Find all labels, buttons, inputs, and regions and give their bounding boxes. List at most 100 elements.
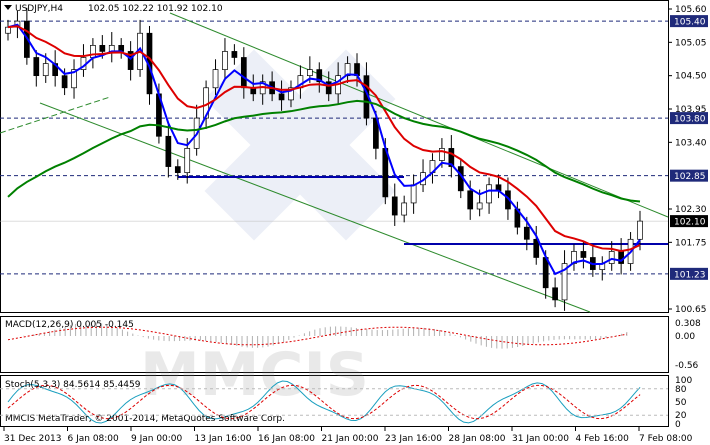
level-tag: 102.10 xyxy=(670,215,708,228)
stochastic-lines xyxy=(7,380,641,424)
stoch-tick-label: 0 xyxy=(675,420,681,430)
candle-body xyxy=(307,69,313,77)
price-tick-label: 103.40 xyxy=(675,138,707,148)
candle-body xyxy=(391,196,398,216)
level-tag-bg xyxy=(670,169,708,182)
candle-body xyxy=(288,87,294,101)
macd-histogram xyxy=(7,322,628,349)
time-tick-label: 6 Jan 08:00 xyxy=(68,434,120,444)
time-tick-label: 16 Jan 08:00 xyxy=(258,434,315,444)
candle-body xyxy=(486,184,492,204)
level-tag-bg xyxy=(670,112,708,125)
candle-body xyxy=(410,184,417,204)
symbol-header: USDJPY,H4 102.05 102.22 101.92 102.10 xyxy=(4,4,223,14)
price-tick-label: 104.50 xyxy=(675,72,707,82)
candle-body xyxy=(580,251,587,258)
time-tick-label: 28 Jan 08:00 xyxy=(449,434,506,444)
price-tick-label: 101.75 xyxy=(675,238,707,248)
macd-tick-label: 0.00 xyxy=(675,332,695,342)
time-tick-label: 4 Feb 16:00 xyxy=(576,434,630,444)
candle-body xyxy=(533,238,540,258)
time-tick-label: 13 Jan 16:00 xyxy=(195,434,252,444)
stoch-tick-label: 100 xyxy=(675,376,692,386)
candle-body xyxy=(382,148,389,198)
candle-body xyxy=(165,135,172,167)
stoch-tick-label: 20 xyxy=(675,411,687,421)
candle-body xyxy=(61,75,68,89)
candle-body xyxy=(231,51,238,58)
candle-body xyxy=(42,63,49,77)
stoch-tick-label: 80 xyxy=(675,385,687,395)
macd-signal-line xyxy=(7,326,627,346)
watermark-text: MMCIS xyxy=(140,340,369,410)
stoch-d-line xyxy=(7,384,641,420)
candle-body xyxy=(212,69,219,89)
price-tick-label: 103.95 xyxy=(675,105,707,115)
candle-body xyxy=(637,220,643,240)
channel-lower-line[interactable] xyxy=(39,102,591,313)
candle-body xyxy=(99,45,106,52)
macd-label: MACD(12,26,9) 0.005 -0.145 xyxy=(5,320,134,330)
level-tag-bg xyxy=(670,215,708,228)
symbol-label: USDJPY,H4 xyxy=(15,4,63,14)
ohlc-values: 102.05 102.22 101.92 102.10 xyxy=(88,4,223,14)
candle-body xyxy=(316,69,323,83)
candle-body xyxy=(401,202,408,216)
level-tag: 101.23 xyxy=(670,267,708,280)
time-tick-label: 23 Jan 16:00 xyxy=(385,434,442,444)
channel-upper-line[interactable] xyxy=(169,12,669,218)
time-tick-label: 7 Feb 08:00 xyxy=(639,434,693,444)
level-tag: 102.85 xyxy=(670,169,708,182)
dropdown-triangle-icon[interactable] xyxy=(4,5,12,10)
macd-tick-label: -0.56 xyxy=(675,361,699,371)
macd-tick-label: 0.308 xyxy=(675,319,701,329)
stoch-label: Stoch(5,3,3) 84.5614 85.4459 xyxy=(5,380,141,390)
level-tag: 105.40 xyxy=(670,15,708,28)
candle-body xyxy=(448,148,455,167)
candle-body xyxy=(542,257,549,289)
price-axis: 105.60 105.05 104.50 103.95 103.40 102.30 101.… xyxy=(668,5,708,315)
candle-body xyxy=(552,287,558,301)
time-tick-label: 31 Dec 2013 xyxy=(4,434,62,444)
candle-body xyxy=(222,51,228,70)
price-tick-label: 102.30 xyxy=(675,205,707,215)
candle-body xyxy=(174,166,181,173)
macd-panel[interactable] xyxy=(0,316,669,373)
candle-body xyxy=(561,263,568,301)
level-tag-label: 102.85 xyxy=(674,172,706,182)
mmcis-logo-watermark: MMCIS xyxy=(140,49,396,410)
level-tag-label: 105.40 xyxy=(674,18,706,28)
macd-axis: 0.308 0.00 -0.56 xyxy=(675,319,701,371)
candle-body xyxy=(184,148,191,173)
level-tag: 103.80 xyxy=(670,112,708,125)
level-tag-label: 101.23 xyxy=(674,270,706,280)
candle-body xyxy=(278,93,285,101)
ema-slow-line xyxy=(7,99,641,203)
candle-body xyxy=(608,251,615,264)
moving-averages xyxy=(7,23,641,276)
ema-mid-line xyxy=(7,25,641,253)
candle-body xyxy=(127,51,134,70)
price-tick-label: 105.60 xyxy=(675,5,707,15)
level-tag-bg xyxy=(670,267,708,280)
level-tag-label: 103.80 xyxy=(674,115,706,125)
stoch-tick-label: 50 xyxy=(675,398,687,408)
candle-body xyxy=(344,63,351,77)
candle-body xyxy=(33,57,40,77)
candle-body xyxy=(476,202,483,210)
candle-body xyxy=(325,81,332,95)
candle-body xyxy=(523,226,530,240)
candle-body xyxy=(5,26,11,34)
level-tag-bg xyxy=(670,15,708,28)
time-tick-label: 9 Jan 00:00 xyxy=(131,434,183,444)
price-tick-label: 100.65 xyxy=(675,305,707,315)
time-tick-label: 31 Jan 00:00 xyxy=(512,434,569,444)
time-axis: 31 Dec 2013 6 Jan 08:00 9 Jan 00:00 13 Jan … xyxy=(3,427,693,444)
candle-body xyxy=(467,190,474,210)
ema-fast-line xyxy=(7,23,641,276)
level-tag-label: 102.10 xyxy=(674,218,706,228)
channel-dashed-line[interactable] xyxy=(0,96,111,134)
price-tick-label: 105.05 xyxy=(675,38,707,48)
